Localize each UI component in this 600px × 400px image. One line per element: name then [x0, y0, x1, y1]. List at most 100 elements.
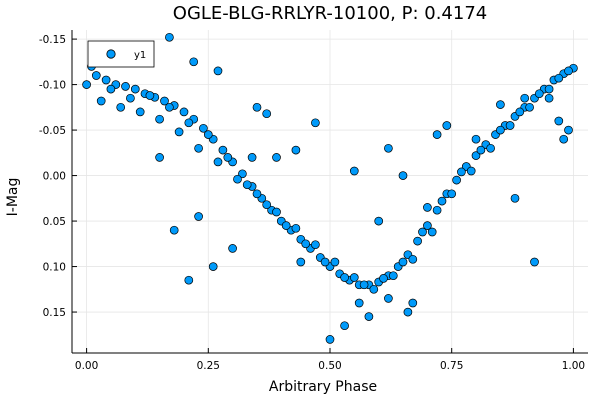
data-point — [189, 57, 199, 67]
data-point — [130, 84, 140, 94]
data-point — [233, 174, 242, 184]
data-point — [155, 114, 164, 124]
data-point — [520, 93, 530, 103]
data-point — [116, 102, 126, 112]
data-point — [325, 335, 335, 344]
data-point — [82, 80, 91, 89]
data-point — [242, 180, 252, 190]
y-tick-label: 0.10 — [43, 262, 66, 274]
data-point — [311, 240, 320, 250]
data-point — [281, 221, 291, 230]
data-point — [301, 239, 311, 249]
data-point — [174, 127, 184, 137]
data-point — [437, 196, 447, 206]
x-axis-label: Arbitrary Phase — [269, 379, 377, 395]
y-axis-label: I-Mag — [5, 178, 21, 217]
data-point — [525, 102, 534, 112]
data-point — [213, 66, 223, 76]
data-point — [471, 134, 481, 144]
data-point — [384, 294, 393, 303]
data-point — [262, 200, 272, 210]
data-point — [423, 203, 432, 212]
data-point — [398, 171, 408, 180]
data-point — [247, 153, 257, 162]
legend-entry-y1: y1 — [134, 50, 146, 61]
x-tick-label: 1.00 — [562, 360, 585, 372]
data-point — [413, 236, 422, 246]
data-point — [262, 109, 272, 119]
data-point — [544, 84, 554, 94]
data-point — [515, 107, 525, 117]
data-point — [199, 123, 208, 133]
grid — [72, 30, 588, 353]
data-point — [486, 143, 495, 153]
data-point — [530, 257, 539, 267]
data-point — [340, 273, 349, 282]
y-tick-label: 0.00 — [43, 171, 66, 183]
data-point — [252, 102, 262, 112]
data-point — [408, 254, 418, 264]
data-point — [408, 298, 418, 308]
data-point — [155, 153, 164, 162]
y-tick-label: -0.15 — [39, 34, 66, 46]
data-point — [427, 227, 437, 237]
data-point — [218, 145, 228, 155]
data-point — [169, 225, 179, 235]
data-point — [330, 257, 340, 267]
data-point — [432, 130, 442, 139]
data-point — [364, 312, 374, 321]
data-point — [126, 93, 135, 103]
data-point — [311, 118, 320, 128]
y-tick-label: 0.15 — [43, 307, 66, 319]
data-point — [96, 96, 106, 106]
y-tick-label: 0.05 — [43, 216, 66, 228]
data-point — [194, 143, 203, 153]
data-point — [291, 145, 301, 155]
data-point — [534, 89, 544, 99]
data-point — [101, 75, 111, 85]
data-point — [374, 216, 384, 226]
data-point — [559, 134, 569, 144]
data-point — [272, 153, 281, 162]
data-point — [466, 166, 476, 176]
data-point — [398, 257, 408, 267]
data-point — [272, 207, 281, 217]
data-point — [418, 227, 427, 237]
data-point — [544, 93, 554, 103]
data-point — [403, 307, 413, 317]
data-point — [432, 205, 442, 215]
data-point — [349, 273, 359, 282]
data-point — [184, 275, 194, 285]
data-point — [388, 271, 398, 281]
data-point — [179, 107, 189, 117]
y-tick-label: -0.10 — [39, 80, 66, 92]
data-point — [320, 257, 330, 267]
x-tick-label: 0.00 — [75, 360, 98, 372]
data-point — [208, 262, 218, 271]
data-point — [91, 71, 101, 80]
data-point — [379, 274, 388, 283]
data-point — [238, 169, 247, 179]
data-point — [106, 84, 116, 94]
data-point — [228, 244, 237, 253]
data-point — [121, 82, 130, 91]
data-point — [349, 166, 359, 176]
data-point — [447, 189, 457, 199]
data-point — [564, 66, 573, 76]
data-point — [165, 32, 174, 42]
data-point — [135, 107, 145, 117]
data-point — [554, 73, 564, 83]
data-point — [564, 125, 573, 135]
x-tick-label: 0.25 — [197, 360, 220, 372]
data-point — [496, 100, 505, 109]
data-point — [160, 96, 169, 106]
data-points — [82, 32, 578, 344]
data-point — [476, 145, 486, 155]
y-tick-label: -0.05 — [39, 125, 66, 137]
chart-title: OGLE-BLG-RRLYR-10100, P: 0.4174 — [173, 3, 487, 24]
axes: 0.00 0.25 0.50 0.75 1.00 -0.15 -0.10 -0.05 0.00 0… — [39, 30, 588, 372]
data-point — [510, 193, 520, 203]
data-point — [340, 321, 349, 331]
legend: y1 — [87, 40, 155, 68]
